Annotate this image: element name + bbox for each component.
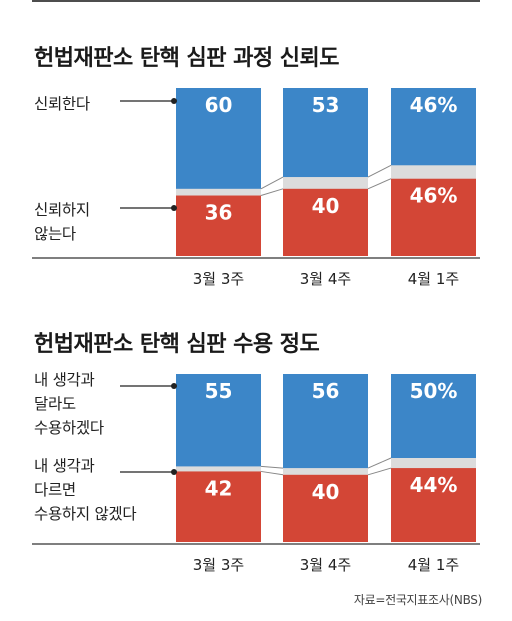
bar-red-0-0 — [176, 195, 261, 256]
data-label-red-0-2: 46% — [410, 184, 458, 208]
bar-blue-1-1 — [283, 374, 368, 469]
connector-bottom-0-0 — [260, 188, 284, 196]
data-label-red-0-1: 40 — [312, 194, 340, 218]
x-tick-label-1-1: 3월 4주 — [300, 556, 351, 574]
legend-label-distrust: 신뢰하지 않는다 — [34, 201, 90, 243]
connector-top-1-1 — [367, 457, 392, 469]
bar-red-0-1 — [283, 188, 368, 256]
legend-label-reject: 내 생각과 다르면 수용하지 않겠다 — [34, 457, 137, 523]
leader-dot-0-0 — [171, 98, 177, 104]
trust-chart: 헌법재판소 탄핵 심판 과정 신뢰도 60 36 3월 3주 53 40 3월 4주 46%… — [0, 40, 512, 302]
chart-title-trust: 헌법재판소 탄핵 심판 과정 신뢰도 — [34, 46, 340, 71]
connector-bottom-1-1 — [367, 467, 392, 476]
bar-blue-0-0 — [176, 88, 261, 189]
bar-red-1-0 — [176, 471, 261, 542]
connector-top-0-1 — [367, 164, 392, 178]
acceptance-chart: 헌법재판소 탄핵 심판 수용 정도 55 42 3월 3주 56 40 3월 4주 50% 4… — [0, 326, 512, 588]
data-label-blue-1-0: 55 — [205, 379, 233, 403]
bar-blue-1-0 — [176, 374, 261, 467]
data-label-blue-0-0: 60 — [205, 93, 233, 117]
connector-bottom-0-1 — [367, 178, 392, 190]
connector-bottom-1-0 — [260, 470, 284, 476]
data-label-blue-1-1: 56 — [312, 379, 340, 403]
data-label-blue-1-2: 50% — [410, 379, 458, 403]
x-tick-label-1-2: 4월 1주 — [408, 556, 459, 574]
leader-dot-0-1 — [171, 205, 177, 211]
source-note: 자료=전국지표조사(NBS) — [353, 593, 482, 607]
x-tick-label-1-0: 3월 3주 — [193, 556, 244, 574]
data-label-blue-0-2: 46% — [410, 93, 458, 117]
legend-label-trust: 신뢰한다 — [34, 95, 90, 113]
bar-blue-0-2 — [391, 88, 476, 166]
data-label-red-1-0: 42 — [205, 476, 233, 500]
chart-title-acceptance: 헌법재판소 탄핵 심판 수용 정도 — [34, 332, 320, 357]
bar-blue-1-2 — [391, 374, 476, 458]
bar-red-1-1 — [283, 474, 368, 542]
bar-red-0-2 — [391, 178, 476, 256]
data-label-red-0-0: 36 — [205, 201, 233, 225]
bar-red-1-2 — [391, 468, 476, 542]
data-label-red-1-2: 44% — [410, 473, 458, 497]
x-tick-label-0-0: 3월 3주 — [193, 270, 244, 288]
x-tick-label-0-2: 4월 1주 — [408, 270, 459, 288]
leader-dot-1-0 — [171, 383, 177, 389]
data-label-red-1-1: 40 — [312, 480, 340, 504]
connector-top-1-0 — [260, 465, 284, 469]
x-tick-label-0-1: 3월 4주 — [300, 270, 351, 288]
top-rule — [32, 0, 480, 2]
acceptance-chart-plot: 55 42 3월 3주 56 40 3월 4주 50% 44% 4월 1주 — [32, 374, 480, 574]
bar-blue-0-1 — [283, 88, 368, 178]
data-label-blue-0-1: 53 — [312, 93, 340, 117]
leader-dot-1-1 — [171, 469, 177, 475]
legend-label-accept: 내 생각과 달라도 수용하겠다 — [34, 371, 104, 437]
connector-top-0-0 — [260, 176, 284, 190]
trust-chart-plot: 60 36 3월 3주 53 40 3월 4주 46% 46% 4월 1주 — [32, 88, 480, 288]
